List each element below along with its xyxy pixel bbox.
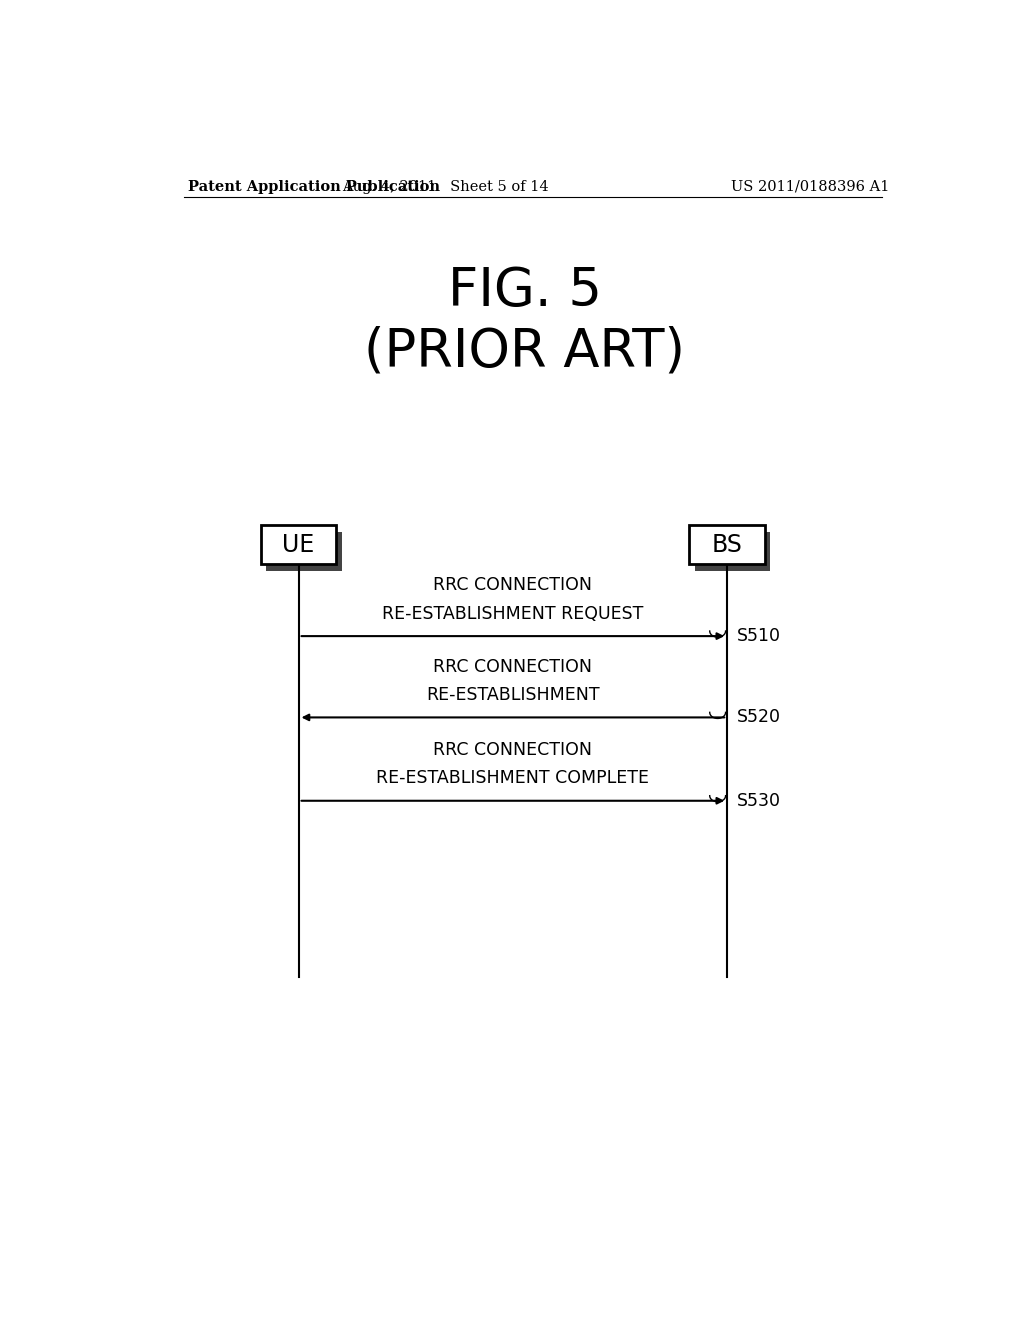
Text: BS: BS: [712, 533, 742, 557]
Bar: [689, 525, 765, 564]
Text: RRC CONNECTION: RRC CONNECTION: [433, 741, 593, 759]
Bar: [266, 532, 342, 572]
Text: S520: S520: [736, 709, 780, 726]
Text: S530: S530: [736, 792, 780, 809]
Bar: [695, 532, 770, 572]
Text: Aug. 4, 2011   Sheet 5 of 14: Aug. 4, 2011 Sheet 5 of 14: [342, 180, 549, 194]
Text: Patent Application Publication: Patent Application Publication: [187, 180, 439, 194]
Bar: [261, 525, 336, 564]
Text: S510: S510: [736, 627, 780, 645]
Text: UE: UE: [283, 533, 314, 557]
Text: RRC CONNECTION: RRC CONNECTION: [433, 657, 593, 676]
Text: RE-ESTABLISHMENT: RE-ESTABLISHMENT: [426, 686, 600, 704]
Text: (PRIOR ART): (PRIOR ART): [365, 326, 685, 378]
Text: RE-ESTABLISHMENT REQUEST: RE-ESTABLISHMENT REQUEST: [382, 605, 643, 623]
Text: RRC CONNECTION: RRC CONNECTION: [433, 577, 593, 594]
Text: US 2011/0188396 A1: US 2011/0188396 A1: [731, 180, 890, 194]
Text: RE-ESTABLISHMENT COMPLETE: RE-ESTABLISHMENT COMPLETE: [377, 770, 649, 788]
Text: FIG. 5: FIG. 5: [447, 264, 602, 317]
